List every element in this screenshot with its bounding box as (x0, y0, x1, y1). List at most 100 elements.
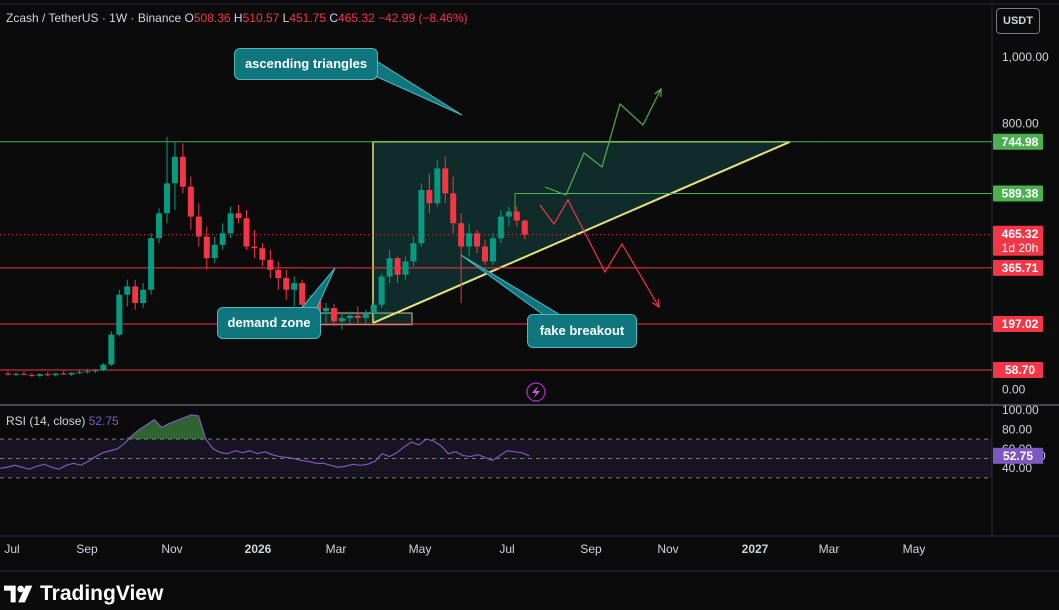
candle-body (466, 233, 473, 247)
candle-body (291, 283, 298, 290)
candles-group (5, 136, 528, 378)
candle-body (442, 168, 449, 194)
candle-body (299, 283, 306, 305)
candle-body (20, 373, 27, 375)
ascending-triangles-pointer (365, 61, 463, 116)
candle-body (132, 286, 139, 304)
level-badge-label: 744.98 (1002, 135, 1039, 149)
candle-body (44, 374, 51, 376)
candle-body (458, 223, 465, 247)
candle-body (394, 258, 401, 275)
candle-body (124, 286, 131, 295)
candle-body (426, 190, 433, 204)
close-value: 465.32 (338, 11, 375, 25)
candle-body (116, 294, 123, 335)
bearish-projection-arrow-head (652, 298, 660, 309)
price-tick-label: 0.00 (1002, 383, 1026, 397)
level-badge (993, 259, 1043, 276)
candle-body (140, 289, 147, 304)
time-axis-label: May (409, 542, 432, 556)
candle-body (219, 233, 226, 245)
level-badge-label: 589.38 (1002, 187, 1039, 201)
candle-body (164, 183, 170, 214)
time-axis-label: Nov (657, 542, 678, 556)
candle-body (354, 315, 361, 319)
price-tick-label: 800.00 (1002, 117, 1039, 131)
bullish-projection-arrow-head (654, 87, 662, 98)
candle-body (108, 334, 115, 365)
candle-body (521, 220, 528, 235)
candle-body (52, 373, 59, 376)
candle-body (148, 238, 155, 290)
candle-body (378, 276, 385, 305)
level-badge-label: 465.32 (1002, 227, 1039, 241)
candle-body (489, 238, 496, 262)
time-axis-label: Nov (161, 542, 182, 556)
candle-body (227, 213, 234, 234)
level-badge (993, 133, 1043, 150)
candle-body (92, 370, 99, 372)
candle-body (171, 156, 178, 184)
candle-body (179, 156, 186, 187)
candle-body (156, 213, 163, 239)
candle-body (235, 213, 242, 219)
rsi-legend: RSI (14, close) 52.75 (6, 414, 119, 428)
symbol-header: Zcash / TetherUS · 1W · Binance O508.36 … (6, 11, 468, 25)
candle-body (259, 248, 266, 260)
rsi-line (0, 414, 530, 470)
candle-body (482, 246, 488, 262)
candle-body (12, 373, 19, 375)
time-axis-label: Jul (4, 542, 19, 556)
candle-body (386, 258, 393, 277)
lightning-icon (526, 382, 546, 402)
price-tick-label: 1,000.00 (1002, 50, 1049, 64)
rsi-tick-label: 40.00 (1002, 461, 1032, 475)
time-axis-label: May (903, 542, 926, 556)
high-value: 510.57 (242, 11, 280, 25)
candle-body (283, 278, 290, 290)
close-label: C (329, 11, 339, 25)
lightning-bolt-icon (532, 386, 540, 398)
level-badge (993, 315, 1043, 332)
candle-body (346, 315, 353, 319)
candle-body (505, 211, 512, 217)
candle-body (330, 308, 337, 322)
candle-body (5, 373, 11, 375)
currency-button[interactable]: USDT (996, 8, 1040, 34)
candle-body (338, 318, 345, 322)
level-badge-countdown: 1d 20h (1002, 241, 1039, 255)
level-badge-label: 365.71 (1002, 261, 1039, 275)
candle-body (36, 374, 43, 376)
time-axis-label: Jul (499, 542, 514, 556)
time-axis-label: Sep (580, 542, 602, 556)
tradingview-logo[interactable]: TradingView (4, 582, 163, 606)
level-badge (993, 225, 1043, 256)
rsi-tick-label: 100.00 (1002, 403, 1039, 417)
candle-body (84, 371, 91, 373)
fake-breakout-pointer (460, 254, 564, 317)
candle-body (195, 216, 202, 237)
rsi-value: 52.75 (88, 414, 119, 428)
time-axis-label: Mar (819, 542, 840, 556)
candle-body (450, 193, 457, 224)
rsi-tick-label: 80.00 (1002, 422, 1032, 436)
change-value: −42.99 (−8.46%) (378, 11, 468, 25)
demand-zone-pointer (298, 267, 336, 311)
candle-body (60, 373, 67, 375)
open-value: 508.36 (193, 11, 231, 25)
candle-body (275, 269, 282, 279)
low-value: 451.75 (289, 11, 327, 25)
tradingview-wordmark: TradingView (40, 582, 164, 605)
bearish-projection-arrow (539, 198, 660, 308)
symbol-title: Zcash / TetherUS · 1W · Binance (6, 11, 182, 25)
candle-body (370, 304, 377, 314)
candle-body (267, 259, 274, 270)
rsi-overbought-fill (124, 414, 206, 440)
triangle-support-line (372, 140, 791, 324)
candle-body (203, 236, 210, 259)
level-badge-label: 58.70 (1005, 363, 1035, 377)
level-badge (993, 361, 1043, 378)
candle-body (211, 244, 218, 259)
